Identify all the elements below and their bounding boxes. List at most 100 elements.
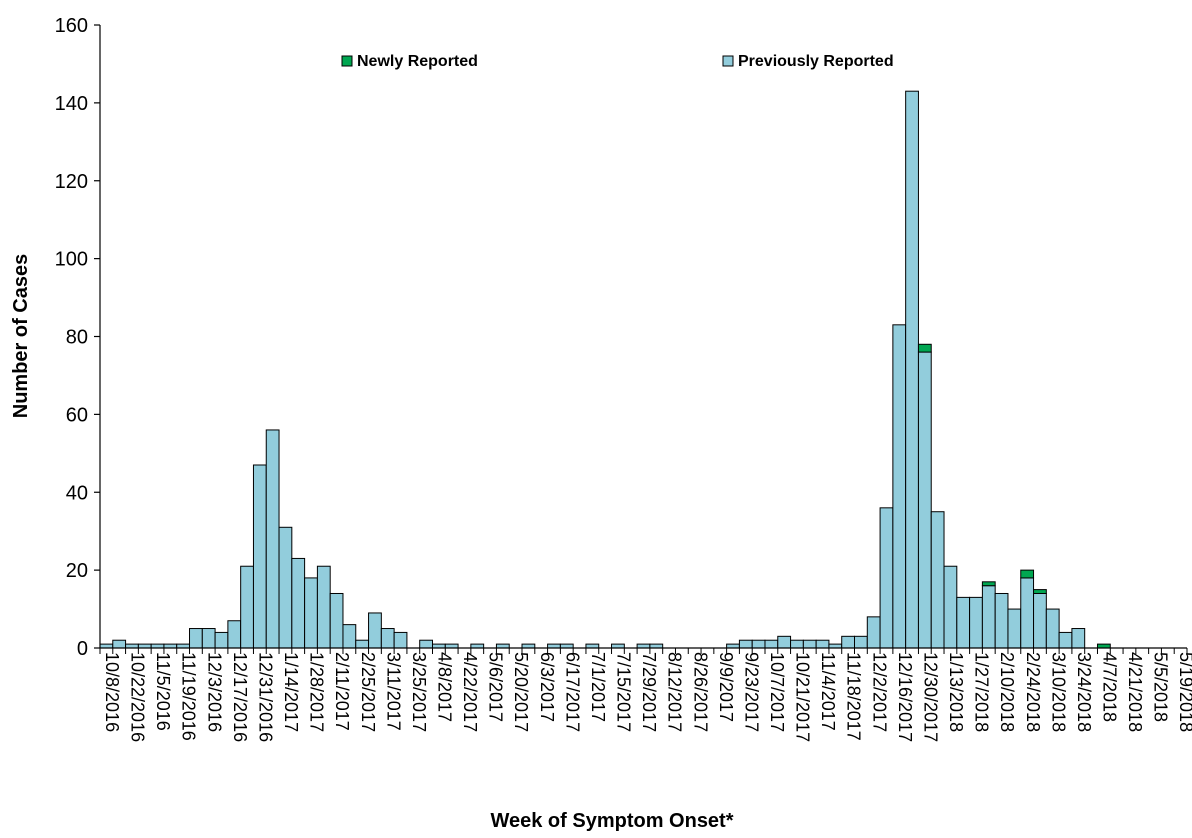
x-tick-label: 11/18/2017 bbox=[844, 652, 864, 741]
x-tick-label: 11/4/2017 bbox=[818, 652, 838, 731]
y-tick-label: 0 bbox=[77, 638, 88, 660]
bar-previously-reported bbox=[380, 628, 395, 649]
legend-label-newly-reported: Newly Reported bbox=[357, 53, 478, 70]
x-tick-label: 1/13/2018 bbox=[946, 652, 966, 732]
bar-previously-reported bbox=[879, 507, 894, 649]
bar-previously-reported bbox=[1033, 592, 1047, 649]
bar-previously-reported bbox=[278, 526, 293, 649]
x-tick-label: 5/19/2018 bbox=[1176, 652, 1192, 732]
bar-previously-reported bbox=[393, 631, 408, 649]
x-tick-label: 1/27/2018 bbox=[972, 652, 992, 732]
x-tick-label: 3/24/2018 bbox=[1074, 652, 1094, 732]
bar-previously-reported bbox=[738, 639, 753, 649]
bar-previously-reported bbox=[981, 585, 996, 649]
x-tick-label: 8/12/2017 bbox=[665, 652, 685, 732]
bar-previously-reported bbox=[892, 324, 907, 649]
bar-previously-reported bbox=[304, 577, 318, 649]
bar-previously-reported bbox=[841, 635, 856, 649]
x-tick-label: 6/3/2017 bbox=[537, 652, 557, 722]
y-tick-label: 160 bbox=[55, 15, 88, 37]
x-tick-label: 11/19/2016 bbox=[179, 652, 199, 741]
bar-previously-reported bbox=[943, 565, 958, 649]
bar-previously-reported bbox=[969, 596, 983, 649]
bar-previously-reported bbox=[802, 639, 817, 649]
x-tick-label: 5/20/2017 bbox=[511, 652, 531, 732]
x-tick-label: 7/29/2017 bbox=[639, 652, 659, 732]
x-tick-label: 4/8/2017 bbox=[434, 652, 454, 722]
bar-newly-reported bbox=[917, 343, 932, 353]
x-tick-label: 10/7/2017 bbox=[767, 652, 787, 732]
bar-newly-reported bbox=[1020, 569, 1035, 579]
bar-previously-reported bbox=[866, 616, 881, 649]
x-tick-label: 3/25/2017 bbox=[409, 652, 429, 732]
bar-previously-reported bbox=[956, 596, 971, 649]
bar-newly-reported bbox=[981, 581, 996, 587]
x-tick-label: 2/24/2018 bbox=[1023, 652, 1043, 732]
y-tick-label: 60 bbox=[66, 404, 88, 426]
bar-previously-reported bbox=[930, 511, 945, 649]
bar-previously-reported bbox=[252, 464, 267, 649]
x-tick-label: 9/9/2017 bbox=[716, 652, 736, 722]
bar-previously-reported bbox=[214, 631, 229, 649]
x-tick-label: 12/2/2017 bbox=[869, 652, 889, 732]
x-tick-label: 11/5/2016 bbox=[153, 652, 173, 731]
legend-swatch-newly-reported bbox=[341, 55, 353, 67]
x-tick-label: 8/26/2017 bbox=[690, 652, 710, 732]
x-tick-label: 5/5/2018 bbox=[1151, 652, 1171, 722]
bar-previously-reported bbox=[854, 635, 868, 649]
bar-previously-reported bbox=[777, 635, 792, 649]
bar-previously-reported bbox=[917, 351, 932, 649]
legend-label-previously-reported: Previously Reported bbox=[738, 53, 894, 70]
bar-previously-reported bbox=[240, 565, 254, 649]
bar-previously-reported bbox=[1020, 577, 1035, 649]
y-tick-label: 100 bbox=[55, 249, 88, 271]
bar-previously-reported bbox=[329, 592, 344, 649]
bar-previously-reported bbox=[368, 612, 382, 649]
bar-previously-reported bbox=[994, 592, 1009, 649]
bar-previously-reported bbox=[790, 639, 804, 649]
bar-newly-reported bbox=[1033, 589, 1047, 594]
bar-previously-reported bbox=[815, 639, 830, 649]
bars-layer bbox=[99, 90, 1111, 649]
x-tick-label: 4/22/2017 bbox=[460, 652, 480, 732]
x-tick-label: 1/14/2017 bbox=[281, 652, 301, 732]
x-tick-label: 3/10/2018 bbox=[1048, 652, 1068, 732]
bar-previously-reported bbox=[291, 557, 306, 649]
x-tick-label: 2/11/2017 bbox=[332, 652, 352, 731]
bar-previously-reported bbox=[751, 639, 766, 649]
bar-previously-reported bbox=[905, 90, 919, 649]
x-tick-label: 5/6/2017 bbox=[486, 652, 506, 722]
x-tick-label: 4/7/2018 bbox=[1099, 652, 1119, 722]
bar-previously-reported bbox=[316, 565, 331, 649]
bar-previously-reported bbox=[112, 639, 127, 649]
bar-previously-reported bbox=[419, 639, 433, 649]
x-axis-ticks: 10/8/2016 10/22/2016 11/5/2016 11/19/2016 12… bbox=[99, 648, 1192, 742]
x-tick-label: 12/17/2016 bbox=[230, 652, 250, 742]
x-tick-label: 2/25/2017 bbox=[358, 652, 378, 732]
y-axis-title: Number of Cases bbox=[10, 254, 32, 419]
bar-previously-reported bbox=[227, 620, 242, 649]
x-tick-label: 10/22/2016 bbox=[128, 652, 148, 742]
x-tick-label: 7/1/2017 bbox=[588, 652, 608, 722]
y-tick-label: 40 bbox=[66, 482, 88, 504]
x-tick-label: 6/17/2017 bbox=[562, 652, 582, 732]
legend: Newly Reported Previously Reported bbox=[341, 53, 894, 70]
x-tick-label: 10/21/2017 bbox=[793, 652, 813, 742]
bar-previously-reported bbox=[265, 429, 280, 649]
x-tick-label: 7/15/2017 bbox=[614, 652, 634, 732]
bar-previously-reported bbox=[201, 628, 216, 649]
x-axis-title: Week of Symptom Onset* bbox=[490, 810, 733, 832]
x-tick-label: 3/11/2017 bbox=[383, 652, 403, 731]
bar-previously-reported bbox=[764, 639, 779, 649]
x-tick-label: 4/21/2018 bbox=[1125, 652, 1145, 732]
legend-swatch-previously-reported bbox=[722, 55, 734, 67]
bar-previously-reported bbox=[1058, 631, 1073, 649]
y-tick-label: 140 bbox=[55, 93, 88, 115]
x-tick-label: 12/3/2016 bbox=[204, 652, 224, 732]
bar-previously-reported bbox=[355, 639, 370, 649]
y-axis-ticks: 0 20 40 60 80 100 120 140 160 bbox=[55, 15, 100, 660]
x-tick-label: 12/31/2016 bbox=[255, 652, 275, 742]
x-tick-label: 2/10/2018 bbox=[997, 652, 1017, 732]
